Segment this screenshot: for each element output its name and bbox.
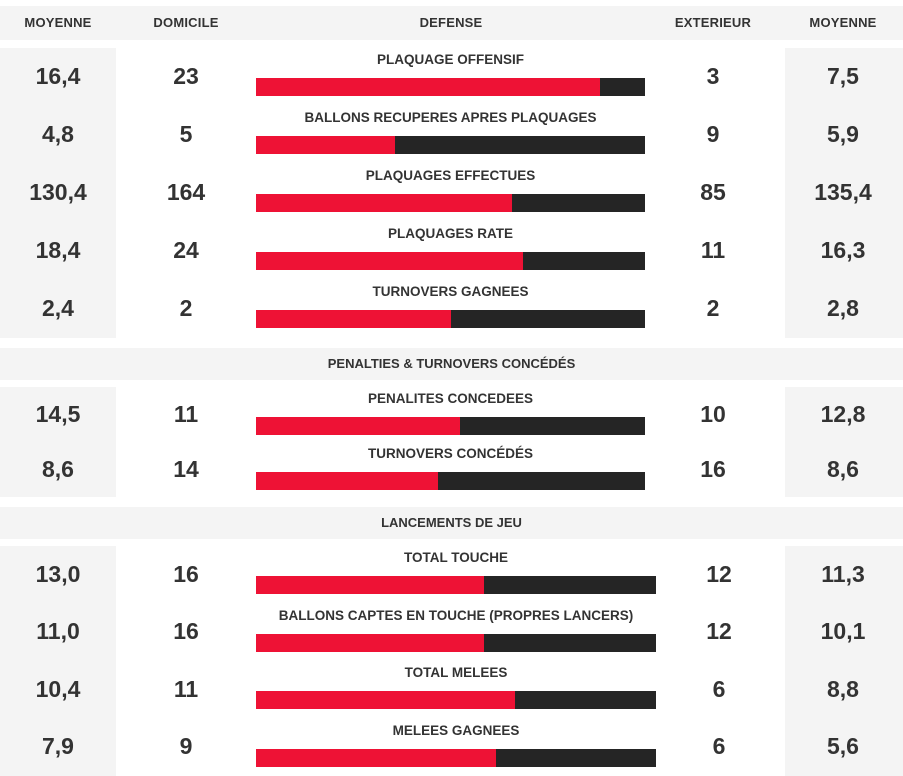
away-average-value: 8,8 [827,675,859,702]
stat-label: TURNOVERS GAGNEES [372,284,529,299]
away-value: 12 [706,560,732,587]
home-value: 24 [173,237,199,263]
header-domicile: DOMICILE [153,15,219,30]
comparison-bar [256,417,645,435]
home-share-fill [256,472,438,490]
stat-label: PLAQUAGES EFFECTUES [365,168,536,183]
section-title: LANCEMENTS DE JEU [0,507,903,539]
away-value: 11 [700,237,726,263]
comparison-bar [256,691,656,709]
comparison-bar [256,748,656,767]
home-share-fill [256,78,601,96]
away-average-value: 135,4 [814,179,872,205]
away-average-value: 5,9 [827,121,859,147]
away-value: 85 [700,179,726,205]
comparison-bar [256,633,656,652]
stat-label: BALLONS CAPTES EN TOUCHE (PROPRES LANCER… [278,607,634,623]
home-average-value: 130,4 [29,179,87,205]
away-average-value: 11,3 [821,560,865,587]
stat-label: MELEES GAGNEES [392,722,520,738]
comparison-bar [256,194,645,212]
header-defense: DEFENSE [419,15,483,30]
header-moyenne-away: MOYENNE [809,15,877,30]
home-share-fill [256,252,523,270]
comparison-bar [256,136,645,154]
home-average-value: 10,4 [35,675,81,702]
home-share-fill [256,691,515,709]
away-value: 12 [706,618,732,645]
away-average-panel [785,546,903,776]
home-value: 2 [179,295,193,321]
away-average-value: 10,1 [820,618,866,645]
away-average-value: 12,8 [820,400,866,427]
stat-label: TOTAL MELEES [404,665,508,680]
stat-label: PLAQUAGE OFFENSIF [376,52,524,67]
home-average-value: 18,4 [35,237,81,263]
away-value: 3 [706,63,720,89]
away-value: 10 [700,400,726,427]
home-value: 164 [166,179,206,205]
home-average-value: 11,0 [36,618,80,645]
home-share-fill [256,310,451,328]
away-value: 16 [700,455,726,482]
home-average-value: 4,8 [42,121,74,147]
comparison-bar [256,472,645,490]
home-value: 9 [179,733,193,760]
comparison-bar [256,310,645,328]
header-moyenne-home: MOYENNE [24,15,92,30]
stat-label: PLAQUAGES RATE [387,226,513,241]
comparison-bar [256,576,656,594]
away-value: 6 [712,733,726,760]
away-value: 9 [706,121,720,147]
header-exterieur: EXTERIEUR [674,15,752,30]
away-average-value: 7,5 [827,63,859,89]
away-average-value: 5,6 [827,733,859,760]
stat-label: BALLONS RECUPERES APRES PLAQUAGES [304,110,597,125]
home-value: 14 [173,455,199,482]
home-share-fill [256,748,496,767]
home-value: 23 [173,63,199,89]
home-value: 16 [173,618,199,645]
home-average-value: 16,4 [35,63,81,89]
away-average-panel [785,48,903,338]
away-average-value: 16,3 [820,237,866,263]
section-title: PENALTIES & TURNOVERS CONCÉDÉS [0,348,903,380]
comparison-bar [256,252,645,270]
away-average-panel [785,387,903,497]
home-value: 11 [173,400,199,427]
home-value: 11 [173,675,199,702]
home-average-value: 2,4 [42,295,74,321]
home-share-fill [256,136,395,154]
home-average-panel [0,48,116,338]
stat-label: PENALITES CONCEDEES [367,391,534,406]
home-average-value: 8,6 [42,455,74,482]
away-average-value: 8,6 [827,455,859,482]
home-average-panel [0,546,116,776]
stat-label: TURNOVERS CONCÉDÉS [367,446,534,461]
home-value: 5 [179,121,193,147]
home-share-fill [256,576,485,594]
home-share-fill [256,194,513,212]
away-value: 6 [712,675,726,702]
home-average-value: 13,0 [35,560,81,587]
comparison-bar [256,78,645,96]
home-average-value: 14,5 [35,400,81,427]
away-value: 2 [706,295,720,321]
home-average-panel [0,387,116,497]
home-value: 16 [173,560,199,587]
stat-label: TOTAL TOUCHE [403,550,508,565]
home-share-fill [256,417,460,435]
home-average-value: 7,9 [42,733,74,760]
home-share-fill [256,633,485,652]
column-header: MOYENNE DOMICILE DEFENSE EXTERIEUR MOYEN… [0,6,903,40]
away-average-value: 2,8 [827,295,859,321]
